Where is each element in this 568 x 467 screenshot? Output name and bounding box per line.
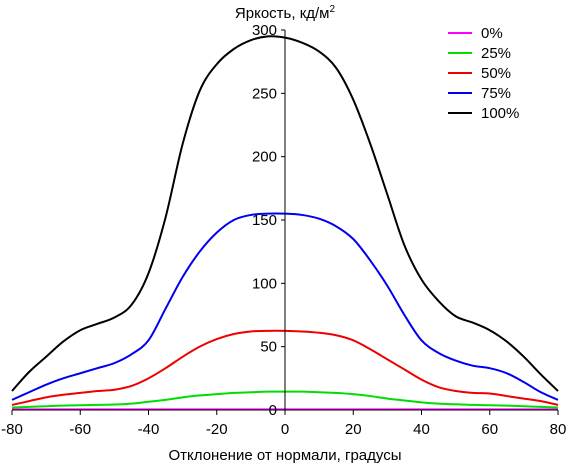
x-tick-label: 0	[281, 421, 289, 438]
y-tick-label: 50	[260, 339, 277, 356]
x-tick-label: -40	[138, 421, 160, 438]
legend-label: 25%	[481, 45, 511, 62]
legend-label: 50%	[481, 65, 511, 82]
x-axis-title: Отклонение от нормали, градусы	[169, 447, 402, 464]
legend: 0% 25% 50% 75% 100%	[448, 25, 519, 122]
y-tick-label: 100	[252, 275, 277, 292]
legend-label: 0%	[481, 25, 503, 42]
x-tick-label: 40	[413, 421, 430, 438]
x-tick-labels: -80 -60 -40 -20 0 20 40 60 80	[1, 410, 566, 438]
y-tick-label: 250	[252, 85, 277, 102]
y-tick-labels: 0 50 100 150 200 250 300	[252, 22, 285, 419]
x-tick-label: 80	[550, 421, 567, 438]
y-tick-label: 150	[252, 212, 277, 229]
y-tick-label: 0	[269, 402, 277, 419]
legend-label: 100%	[481, 105, 519, 122]
y-tick-label: 200	[252, 149, 277, 166]
x-tick-label: -20	[206, 421, 228, 438]
x-tick-label: -60	[69, 421, 91, 438]
y-axis-title-superscript: 2	[330, 4, 336, 15]
legend-label: 75%	[481, 85, 511, 102]
y-axis-title: Яркость, кд/м2	[235, 4, 336, 22]
x-tick-label: 20	[345, 421, 362, 438]
y-axis-title-text: Яркость, кд/м	[235, 5, 330, 22]
x-tick-label: -80	[1, 421, 23, 438]
y-tick-label: 300	[252, 22, 277, 39]
x-tick-label: 60	[481, 421, 498, 438]
